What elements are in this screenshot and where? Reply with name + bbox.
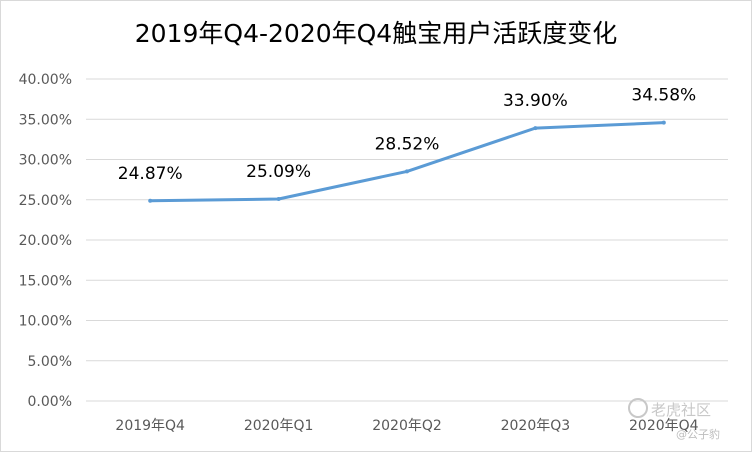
y-tick-label: 0.00% bbox=[28, 394, 72, 410]
watermark-brand: 老虎社区 bbox=[628, 398, 711, 420]
watermark-brand-text: 老虎社区 bbox=[651, 401, 712, 419]
data-point bbox=[661, 120, 666, 125]
data-label: 34.58% bbox=[631, 86, 696, 106]
y-tick-label: 5.00% bbox=[28, 354, 72, 370]
y-tick-label: 20.00% bbox=[19, 233, 72, 249]
y-tick-label: 25.00% bbox=[19, 193, 72, 209]
y-tick-label: 10.00% bbox=[19, 314, 72, 330]
watermark-author: @公子豹 bbox=[676, 428, 720, 441]
tiger-logo-icon bbox=[628, 398, 648, 418]
data-point bbox=[276, 197, 281, 202]
y-tick-label: 30.00% bbox=[19, 153, 72, 169]
data-point bbox=[405, 169, 409, 174]
data-point bbox=[148, 198, 153, 203]
data-label: 25.09% bbox=[246, 162, 311, 182]
y-tick-label: 35.00% bbox=[19, 112, 72, 128]
x-tick-label: 2020年Q1 bbox=[244, 418, 314, 434]
y-tick-label: 40.00% bbox=[19, 72, 72, 88]
data-point bbox=[533, 126, 538, 131]
data-label: 28.52% bbox=[375, 134, 440, 154]
x-tick-label: 2020年Q3 bbox=[501, 418, 571, 434]
data-label: 24.87% bbox=[118, 164, 183, 184]
x-tick-label: 2019年Q4 bbox=[115, 418, 185, 434]
x-tick-label: 2020年Q4 bbox=[629, 418, 699, 434]
x-tick-label: 2020年Q2 bbox=[372, 418, 442, 434]
y-tick-label: 15.00% bbox=[19, 273, 72, 289]
data-label: 33.90% bbox=[503, 91, 568, 111]
chart-title: 2019年Q4-2020年Q4触宝用户活跃度变化 bbox=[134, 19, 618, 48]
